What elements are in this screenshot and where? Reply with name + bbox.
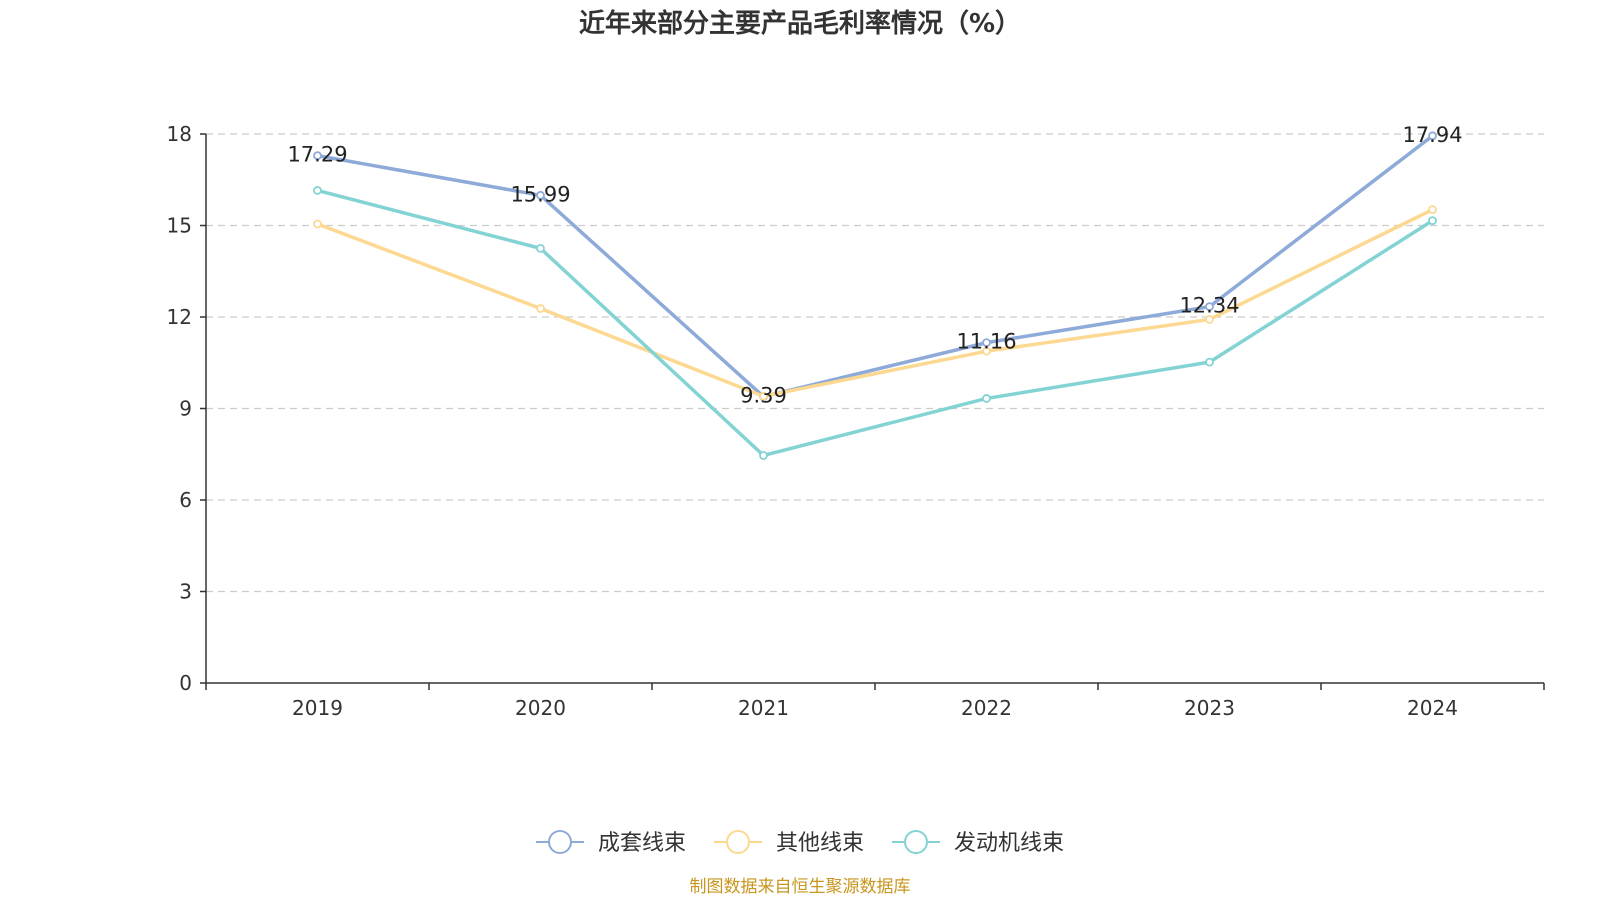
series-line-1 (316, 208, 1434, 399)
data-point-1-0[interactable] (313, 219, 322, 229)
legend-item[interactable]: 成套线束 (536, 830, 686, 856)
data-point-1-5[interactable] (1428, 205, 1437, 215)
legend-item[interactable]: 发动机线束 (892, 830, 1064, 856)
x-tick-label: 2023 (1184, 696, 1235, 720)
data-label: 17.94 (1402, 123, 1462, 147)
data-point-2-1[interactable] (536, 243, 545, 253)
data-label: 15.99 (510, 182, 570, 206)
axes: 0 3 6 9 12 15 18 2019 2020 2021 2022 2023 2024 (167, 122, 1545, 720)
series-lines (313, 131, 1437, 460)
x-tick-label: 2019 (292, 696, 343, 720)
legend-circle-icon (548, 830, 572, 854)
data-label: 17.29 (287, 143, 347, 167)
y-tick-label: 12 (167, 305, 192, 329)
series-line-2 (317, 188, 1434, 458)
x-tick-label: 2024 (1407, 696, 1458, 720)
data-point-2-4[interactable] (1205, 357, 1214, 367)
data-point-1-1[interactable] (536, 304, 545, 313)
data-point-1-2[interactable] (759, 391, 768, 401)
x-tick-label: 2022 (961, 696, 1012, 720)
legend[interactable]: 成套线束 其他线束 发动机线束 (536, 830, 1064, 856)
series-line-0 (317, 134, 1434, 399)
data-point-2-3[interactable] (982, 394, 991, 403)
data-labels: 17.29 15.99 9.39 11.16 12.34 17.94 (287, 123, 1462, 408)
data-point-2-2[interactable] (759, 451, 768, 460)
data-point-0-5[interactable] (1428, 131, 1437, 141)
legend-label: 成套线束 (598, 831, 686, 856)
y-tick-label: 18 (167, 122, 192, 146)
data-point-0-0[interactable] (313, 151, 322, 161)
data-point-0-4[interactable] (1205, 302, 1214, 312)
data-point-0-1[interactable] (536, 190, 545, 200)
y-tick-label: 0 (179, 671, 192, 695)
legend-circle-icon (726, 830, 750, 854)
data-point-1-3[interactable] (982, 346, 991, 356)
data-label: 12.34 (1179, 294, 1239, 318)
data-label: 9.39 (740, 384, 787, 408)
x-tick-label: 2021 (738, 696, 789, 720)
y-tick-label: 15 (167, 214, 192, 238)
data-point-0-3[interactable] (982, 338, 991, 348)
data-point-1-4[interactable] (1205, 315, 1214, 324)
data-point-2-0[interactable] (313, 186, 322, 195)
data-label: 11.16 (956, 330, 1016, 354)
y-tick-label: 3 (179, 580, 192, 604)
legend-item[interactable]: 其他线束 (714, 830, 864, 856)
x-tick-label: 2020 (515, 696, 566, 720)
source-note: 制图数据来自恒生聚源数据库 (690, 877, 911, 897)
legend-label: 发动机线束 (954, 831, 1064, 856)
y-tick-label: 6 (179, 488, 192, 512)
legend-circle-icon (904, 830, 928, 854)
grid-lines (206, 133, 1544, 593)
data-point-2-5[interactable] (1428, 216, 1437, 226)
chart-title: 近年来部分主要产品毛利率情况（%） (579, 8, 1021, 39)
legend-label: 其他线束 (776, 831, 864, 856)
y-tick-label: 9 (179, 397, 192, 421)
